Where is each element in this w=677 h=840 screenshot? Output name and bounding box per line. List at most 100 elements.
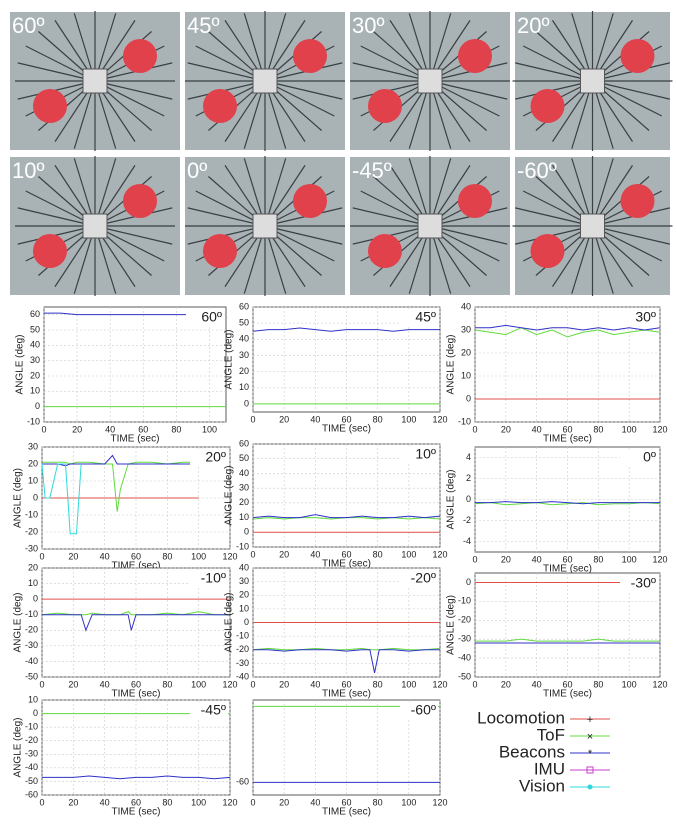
y-tick-label: -50 xyxy=(25,671,38,681)
photo-ray xyxy=(429,207,508,227)
photo-module xyxy=(252,213,278,239)
title-backdrop xyxy=(190,570,228,588)
y-axis-label: ANGLE (deg) xyxy=(446,334,457,394)
chart-title: -30º xyxy=(631,575,656,591)
photo: 20º xyxy=(512,11,673,151)
photo-label: 60º xyxy=(12,13,45,38)
x-tick-label: 100 xyxy=(401,797,416,807)
photo-wheel xyxy=(123,184,157,218)
photo-ray xyxy=(187,62,266,82)
y-tick-label: -60 xyxy=(25,789,38,799)
x-tick-label: 60 xyxy=(341,414,351,424)
series-line xyxy=(474,327,661,338)
y-tick-label: 20 xyxy=(30,370,40,380)
x-axis-label: TIME (sec) xyxy=(322,424,371,435)
photo-wheel xyxy=(33,89,67,123)
photo-ray xyxy=(592,207,670,227)
legend-label: IMU xyxy=(534,759,565,778)
title-backdrop xyxy=(620,309,658,327)
y-tick-label: 2 xyxy=(466,473,471,483)
photo-ray xyxy=(352,62,431,82)
photo: 60º xyxy=(10,11,180,151)
photo-ray xyxy=(592,225,670,245)
x-tick-label: 80 xyxy=(373,679,383,689)
y-tick-label: 10 xyxy=(239,512,249,522)
series-line xyxy=(252,647,441,651)
photo-ray xyxy=(429,62,508,82)
photo-ray xyxy=(187,207,266,227)
y-tick-label: 0 xyxy=(466,577,471,587)
photo-label: -45º xyxy=(352,158,392,183)
photo-ray xyxy=(592,62,670,82)
y-tick-label: 30 xyxy=(28,441,38,451)
photo-label: 45º xyxy=(187,13,220,38)
x-tick-label: 20 xyxy=(68,551,78,561)
legend-label: Vision xyxy=(519,776,565,795)
photo-ray xyxy=(352,225,431,245)
y-tick-label: 20 xyxy=(28,458,38,468)
title-backdrop xyxy=(620,575,658,593)
y-tick-label: 10 xyxy=(28,578,38,588)
x-tick-label: 0 xyxy=(39,679,44,689)
chart: -40 -30 -20 -10 0 10 20 30 40 0 20 40 60 80 100 120 -20º… xyxy=(224,562,448,699)
y-tick-label: 0 xyxy=(466,494,471,504)
y-tick-label: -30 xyxy=(458,634,471,644)
series-line xyxy=(41,463,82,535)
y-axis-label: ANGLE (deg) xyxy=(446,469,457,529)
y-tick-label: -10 xyxy=(25,609,38,619)
x-tick-label: 120 xyxy=(432,679,447,689)
x-tick-label: 20 xyxy=(72,424,82,434)
x-tick-label: 40 xyxy=(310,679,320,689)
x-tick-label: 120 xyxy=(222,797,237,807)
x-axis-label: TIME (sec) xyxy=(543,564,592,575)
photo: -45º xyxy=(350,156,510,296)
y-tick-label: -10 xyxy=(25,722,38,732)
y-tick-label: 10 xyxy=(461,370,471,380)
y-tick-label: -20 xyxy=(458,615,471,625)
y-tick-label: 20 xyxy=(239,497,249,507)
photo-ray xyxy=(264,207,343,227)
photo-ray xyxy=(352,207,431,227)
x-tick-label: 40 xyxy=(100,797,110,807)
y-tick-label: -20 xyxy=(25,625,38,635)
y-tick-label: 40 xyxy=(461,301,471,311)
y-tick-label: -30 xyxy=(25,749,38,759)
x-tick-label: 80 xyxy=(593,424,603,434)
photo-ray xyxy=(429,225,508,245)
y-tick-label: 30 xyxy=(239,483,249,493)
x-tick-label: 0 xyxy=(39,797,44,807)
y-axis-label: ANGLE (deg) xyxy=(446,595,457,655)
y-tick-label: 50 xyxy=(30,324,40,334)
y-tick-label: -40 xyxy=(25,656,38,666)
y-tick-label: 30 xyxy=(30,355,40,365)
chart: -600 20 40 60 80 100 120 -60º TIME (sec) xyxy=(236,699,448,818)
legend-marker xyxy=(587,784,593,790)
y-tick-label: 30 xyxy=(239,576,249,586)
y-tick-label: 60 xyxy=(239,438,249,448)
x-tick-label: 0 xyxy=(250,797,255,807)
y-tick-label: -50 xyxy=(25,776,38,786)
photo: -60º xyxy=(512,156,673,296)
photo-wheel xyxy=(33,234,67,268)
photo-ray xyxy=(515,207,593,227)
y-tick-label: 60 xyxy=(239,301,249,311)
photo-module xyxy=(82,68,108,94)
x-tick-label: 40 xyxy=(310,797,320,807)
title-backdrop xyxy=(400,446,438,464)
x-tick-label: 100 xyxy=(401,414,416,424)
y-tick-label: -10 xyxy=(236,541,249,551)
x-tick-label: 80 xyxy=(373,414,383,424)
y-tick-label: -20 xyxy=(236,644,249,654)
y-tick-label: 10 xyxy=(28,694,38,704)
x-tick-label: 100 xyxy=(202,424,217,434)
y-axis-label: ANGLE (deg) xyxy=(224,465,235,525)
series-line xyxy=(253,649,440,674)
x-tick-label: 40 xyxy=(532,554,542,564)
y-axis-label: ANGLE (deg) xyxy=(13,717,24,777)
x-tick-label: 100 xyxy=(401,549,416,559)
x-tick-label: 20 xyxy=(501,554,511,564)
x-tick-label: 80 xyxy=(162,797,172,807)
x-tick-label: 80 xyxy=(593,679,603,689)
